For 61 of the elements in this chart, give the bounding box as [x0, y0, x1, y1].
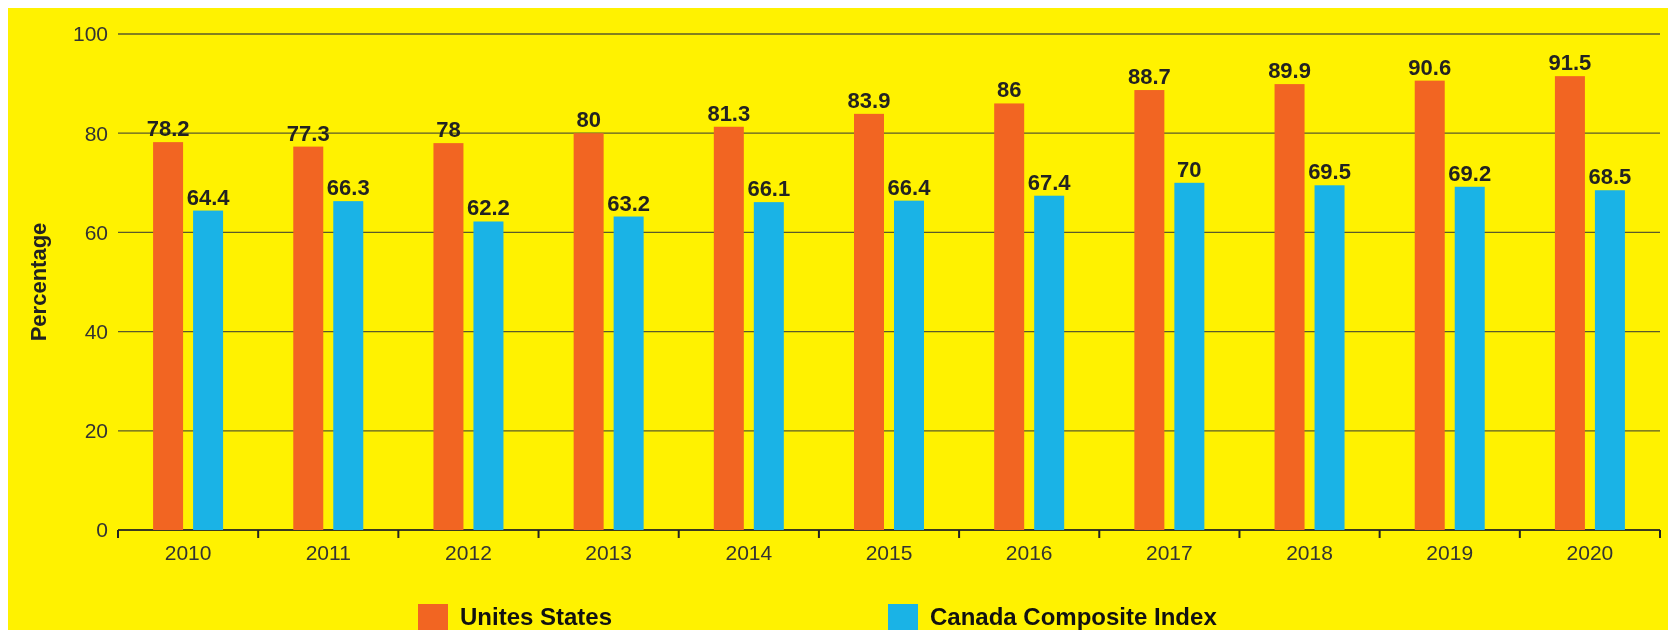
- data-label: 69.2: [1448, 160, 1492, 186]
- bar: [193, 210, 224, 530]
- x-tick-label: 2015: [865, 541, 913, 564]
- bar: [1174, 182, 1205, 530]
- y-axis-title: Percentage: [26, 222, 51, 342]
- data-label: 89.9: [1268, 58, 1311, 84]
- x-tick-label: 2019: [1426, 541, 1474, 564]
- data-label: 67.4: [1027, 169, 1072, 195]
- bar: [1034, 195, 1065, 530]
- bar: [1314, 185, 1345, 530]
- x-tick-label: 2014: [725, 541, 773, 564]
- bar: [1134, 90, 1165, 530]
- y-tick-label: 100: [72, 22, 108, 46]
- data-label: 66.4: [887, 174, 932, 200]
- bar: [293, 146, 324, 530]
- y-tick-label: 80: [84, 121, 108, 145]
- bar: [1274, 84, 1305, 530]
- data-label: 90.6: [1408, 54, 1452, 80]
- data-label: 62.2: [467, 195, 510, 221]
- data-label: 66.3: [326, 175, 370, 201]
- data-label: 80: [576, 107, 601, 133]
- bar: [1594, 190, 1625, 530]
- legend-label: Unites States: [460, 603, 613, 631]
- bar: [713, 126, 744, 530]
- bar: [333, 201, 364, 530]
- x-tick-label: 2010: [164, 541, 212, 564]
- y-tick-label: 40: [84, 319, 108, 343]
- bar: [1554, 76, 1585, 530]
- bar: [1454, 186, 1485, 530]
- x-tick-label: 2011: [305, 541, 351, 564]
- bar: [994, 103, 1025, 530]
- bar: [894, 200, 924, 530]
- data-label: 70: [1177, 156, 1202, 182]
- y-tick-label: 0: [96, 518, 108, 542]
- legend-label: Canada Composite Index: [930, 603, 1218, 631]
- bar: [573, 133, 604, 530]
- bar: [613, 216, 644, 530]
- x-tick-label: 2018: [1286, 541, 1333, 564]
- data-label: 68.5: [1588, 164, 1632, 190]
- y-tick-label: 60: [84, 220, 108, 244]
- data-label: 63.2: [607, 190, 651, 216]
- y-tick-label: 20: [84, 419, 108, 443]
- bar: [854, 113, 884, 530]
- data-label: 66.1: [747, 176, 791, 202]
- bar: [1414, 80, 1445, 530]
- data-label: 81.3: [707, 100, 751, 126]
- bar: [473, 221, 504, 530]
- data-label: 88.7: [1127, 64, 1171, 90]
- x-tick-label: 2013: [585, 541, 632, 564]
- bar: [153, 142, 184, 530]
- bar: [433, 143, 464, 530]
- x-tick-label: 2016: [1005, 541, 1053, 564]
- bar: [753, 202, 784, 530]
- x-tick-label: 2020: [1566, 541, 1614, 564]
- data-label: 83.9: [847, 87, 891, 113]
- x-tick-label: 2012: [445, 541, 492, 564]
- data-label: 69.5: [1308, 159, 1351, 185]
- data-label: 91.5: [1548, 50, 1592, 76]
- data-label: 64.4: [186, 184, 231, 210]
- data-label: 86: [996, 77, 1022, 103]
- x-tick-label: 2017: [1146, 541, 1193, 564]
